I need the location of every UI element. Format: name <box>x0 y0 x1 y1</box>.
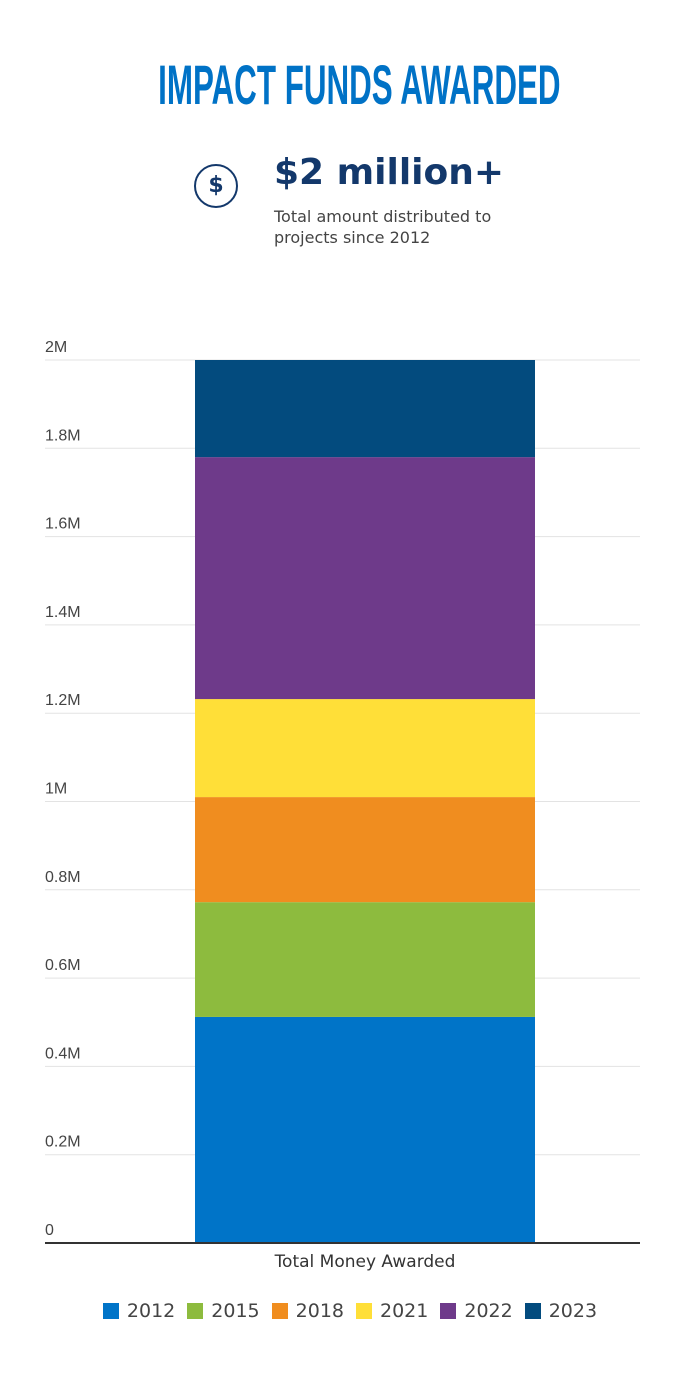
y-tick-label: 1.4M <box>45 604 81 621</box>
bar-segment-2021 <box>195 699 535 798</box>
bar-segment-2023 <box>195 360 535 458</box>
bar-segment-2022 <box>195 457 535 700</box>
legend-swatch <box>102 1303 119 1319</box>
legend-item-2012: 2012 <box>102 1300 176 1322</box>
stat-value: $2 million+ <box>274 152 505 193</box>
bar-segment-2015 <box>195 902 535 1017</box>
y-tick-label: 1.6M <box>45 516 81 533</box>
bar-segment-2012 <box>195 1016 535 1243</box>
legend-swatch <box>356 1303 372 1319</box>
title-text: IMPACT FUNDS AWARDED <box>158 53 561 116</box>
legend-item-2023: 2023 <box>524 1300 598 1322</box>
x-category-label: Total Money Awarded <box>274 1252 456 1272</box>
legend-swatch <box>271 1303 288 1319</box>
y-tick-label: 0.6M <box>45 957 81 974</box>
legend-swatch <box>440 1303 457 1319</box>
legend: 2012 2015 2018 2021 2022 2023 <box>0 1300 700 1322</box>
y-tick-label: 0.4M <box>45 1045 81 1062</box>
y-tick-label: 0.8M <box>45 869 81 886</box>
stacked-bar-chart: 0 0.2M 0.4M 0.6M 0.8M 1M 1.2M 1.4M 1.6M 1.8M 2M Tot… <box>45 339 640 1272</box>
legend-label: 2012 <box>126 1300 176 1322</box>
y-tick-label: 2M <box>45 339 67 356</box>
legend-swatch <box>524 1303 541 1319</box>
stat-caption: Total amount distributed to projects sin… <box>274 207 492 247</box>
dollar-circle-icon: $ <box>194 164 238 208</box>
legend-label: 2018 <box>295 1300 344 1322</box>
y-tick-label: 1.2M <box>45 692 81 709</box>
legend-item-2015: 2015 <box>187 1300 260 1322</box>
legend-swatch <box>187 1303 204 1319</box>
y-tick-label: 0.2M <box>45 1134 81 1151</box>
legend-item-2021: 2021 <box>356 1300 428 1322</box>
legend-item-2018: 2018 <box>271 1300 344 1322</box>
legend-label: 2015 <box>211 1300 260 1322</box>
bar-segment-2018 <box>195 797 535 903</box>
page-title: IMPACT FUNDS AWARDED <box>0 52 700 117</box>
legend-label: 2021 <box>380 1300 429 1322</box>
y-tick-label: 1M <box>45 781 67 798</box>
y-tick-label: 0 <box>45 1222 54 1239</box>
legend-item-2022: 2022 <box>440 1300 513 1322</box>
y-tick-label: 1.8M <box>45 427 81 444</box>
legend-label: 2023 <box>548 1300 598 1322</box>
legend-label: 2022 <box>464 1300 513 1322</box>
